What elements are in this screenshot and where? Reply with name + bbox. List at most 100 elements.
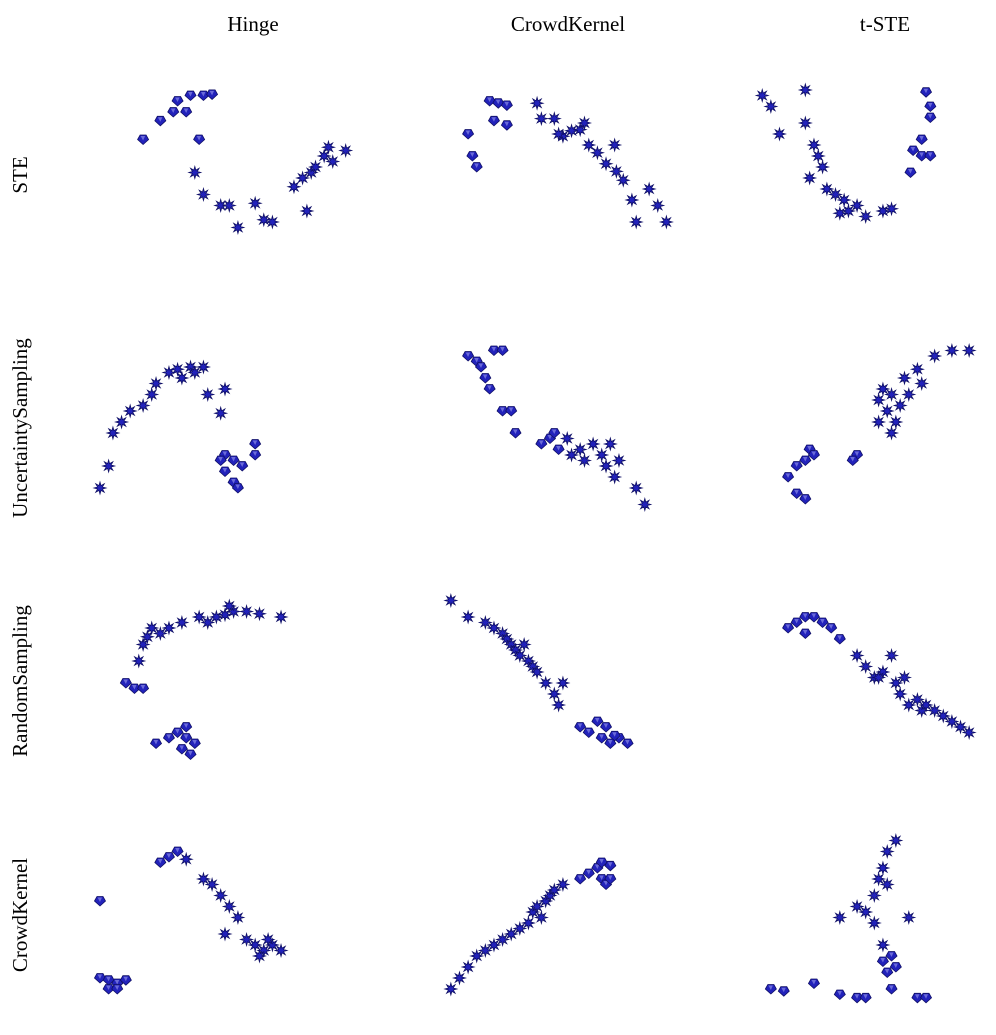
star-marker	[901, 386, 917, 403]
gem-marker-highlight	[889, 985, 894, 990]
star-marker	[101, 458, 117, 474]
star-marker	[144, 386, 160, 403]
star-marker	[909, 691, 925, 708]
star-marker	[875, 860, 891, 876]
gem-marker-highlight	[603, 881, 609, 886]
column-title-tste: t-STE	[859, 12, 911, 36]
star-marker	[576, 115, 592, 131]
gem-marker-highlight	[474, 358, 479, 363]
gem-marker-highlight	[854, 994, 860, 999]
gem-marker-highlight	[556, 446, 561, 451]
star-marker	[443, 592, 459, 609]
star-marker	[529, 664, 545, 680]
star-marker	[602, 436, 618, 452]
gem-marker-highlight	[607, 740, 613, 745]
gem-marker-highlight	[218, 457, 223, 462]
star-marker	[451, 970, 467, 986]
star-marker	[875, 381, 891, 397]
gem-marker-highlight	[196, 136, 202, 141]
star-marker	[641, 181, 657, 197]
star-marker	[529, 898, 545, 915]
star-marker	[888, 675, 904, 691]
star-marker	[875, 937, 891, 953]
star-marker	[239, 603, 255, 620]
star-marker	[828, 186, 844, 203]
star-marker	[217, 926, 233, 942]
gem-marker-highlight	[175, 848, 180, 853]
star-marker	[858, 904, 874, 920]
gem-marker-highlight	[927, 103, 933, 108]
gem-marker-highlight	[828, 624, 834, 629]
star-marker	[299, 203, 315, 219]
star-marker	[533, 111, 549, 127]
star-marker	[581, 137, 597, 153]
star-marker	[264, 214, 280, 230]
star-marker	[320, 139, 336, 155]
star-marker	[598, 458, 614, 474]
star-marker	[802, 170, 818, 186]
star-marker	[607, 137, 623, 153]
panel-randomsampling-t-ste	[782, 612, 977, 741]
star-marker	[546, 686, 562, 702]
star-marker	[892, 686, 908, 702]
gem-marker-highlight	[153, 740, 159, 745]
gem-marker-highlight	[140, 136, 146, 141]
star-marker	[148, 375, 164, 392]
star-marker	[131, 653, 147, 669]
panel-randomsampling-hinge	[119, 598, 289, 761]
gem-marker-highlight	[919, 136, 924, 141]
star-marker	[92, 480, 108, 496]
star-marker	[114, 414, 130, 430]
gem-marker-highlight	[123, 976, 128, 982]
gem-marker-highlight	[231, 479, 236, 484]
star-marker	[754, 87, 770, 104]
star-marker	[247, 937, 263, 953]
gem-marker-highlight	[547, 435, 552, 440]
star-marker	[221, 598, 237, 614]
star-marker	[615, 172, 631, 188]
star-marker	[460, 959, 476, 975]
gem-marker-highlight	[802, 613, 808, 618]
gem-marker-highlight	[131, 685, 137, 690]
star-marker	[944, 342, 960, 359]
star-marker	[503, 926, 519, 942]
star-marker	[260, 931, 276, 948]
star-marker	[815, 159, 831, 175]
star-marker	[213, 405, 229, 421]
star-marker	[944, 713, 960, 730]
star-marker	[273, 609, 289, 625]
gem-marker-highlight	[785, 624, 791, 629]
star-marker	[650, 197, 666, 214]
star-marker	[477, 614, 493, 631]
gem-marker-highlight	[239, 462, 245, 467]
gem-marker-highlight	[802, 630, 808, 635]
star-marker	[512, 647, 528, 664]
star-marker	[858, 208, 874, 225]
star-marker	[624, 192, 640, 208]
panel-randomsampling-crowdkernel	[443, 592, 634, 750]
gem-marker-highlight	[166, 734, 171, 739]
panel-uncertaintysampling-hinge	[92, 359, 262, 496]
star-marker	[771, 126, 787, 142]
star-marker	[516, 636, 532, 653]
star-marker	[486, 620, 502, 636]
star-marker	[486, 937, 502, 953]
gem-marker-highlight	[927, 114, 933, 119]
gem-marker-highlight	[603, 723, 609, 728]
star-marker	[866, 915, 882, 931]
gem-marker-highlight	[607, 862, 613, 867]
star-marker	[230, 219, 246, 236]
star-marker	[230, 909, 246, 926]
panel-ste-crowdkernel	[462, 95, 674, 230]
star-marker	[204, 876, 220, 893]
gem-marker-highlight	[192, 740, 197, 745]
star-marker	[832, 909, 848, 926]
gem-marker-highlight	[157, 859, 163, 864]
gem-marker-highlight	[599, 859, 604, 864]
star-marker	[564, 447, 580, 463]
gem-marker-highlight	[231, 457, 236, 462]
star-marker	[884, 201, 900, 217]
gem-marker-highlight	[854, 451, 860, 456]
gem-marker-highlight	[811, 451, 816, 456]
star-marker	[152, 625, 168, 642]
